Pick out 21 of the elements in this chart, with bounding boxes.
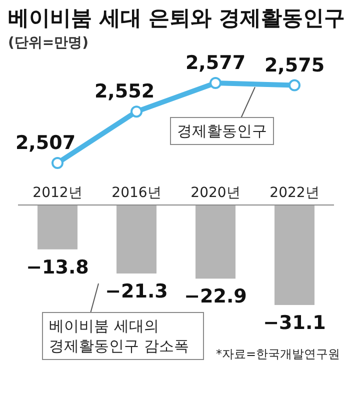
point: [288, 79, 300, 92]
x-tick-label: 2012년: [32, 185, 82, 201]
x-tick-label: 2022년: [270, 185, 320, 201]
x-tick-label: 2020년: [190, 185, 240, 201]
data-label: 2,552: [94, 80, 155, 103]
text: *자료=한국개발연구원: [216, 347, 340, 361]
data-label: −13.8: [26, 256, 89, 278]
chart-title: 베이비붐 세대 은퇴와 경제활동인구: [8, 6, 345, 30]
text: 베이비붐 세대의 경제활동인구 감소폭: [42, 312, 204, 360]
point: [130, 106, 142, 118]
data-label: 2,577: [185, 52, 246, 74]
series-label: 경제활동인구: [170, 117, 274, 145]
point: [210, 77, 222, 89]
data-label: −31.1: [263, 312, 326, 334]
chart-subtitle: (단위=만명): [8, 35, 89, 51]
x-tick-label: 2016년: [112, 185, 162, 201]
data-label: −21.3: [105, 280, 168, 302]
point: [52, 157, 64, 169]
data-label: 2,575: [264, 54, 325, 76]
data-label: 2,507: [15, 132, 76, 154]
data-label: −22.9: [184, 286, 247, 308]
